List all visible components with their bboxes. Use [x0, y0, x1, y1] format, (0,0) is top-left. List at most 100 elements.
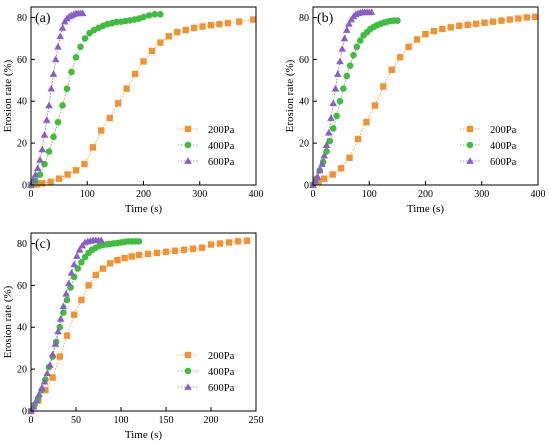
data-point: [140, 58, 147, 65]
data-point: [340, 34, 349, 42]
data-point: [64, 171, 71, 178]
panel-label: (b): [317, 11, 334, 26]
x-tick-label: 100: [114, 415, 129, 426]
data-point: [345, 19, 353, 27]
data-point: [331, 84, 340, 92]
data-point: [135, 251, 143, 259]
data-point: [318, 160, 326, 167]
data-point: [40, 130, 49, 138]
x-axis-label: Time (s): [407, 203, 445, 215]
data-point: [353, 43, 361, 51]
legend-marker: [184, 351, 192, 359]
x-axis-label: Time (s): [125, 429, 163, 441]
data-point: [89, 144, 97, 151]
data-point: [342, 26, 351, 33]
data-point: [31, 170, 40, 178]
data-point: [523, 14, 530, 21]
data-point: [45, 148, 53, 155]
legend-label: 400Pa: [490, 141, 517, 152]
y-tick-label: 80: [17, 239, 27, 250]
data-point: [71, 311, 78, 318]
data-point: [207, 241, 215, 248]
data-point: [92, 271, 99, 279]
data-point: [326, 137, 334, 145]
x-tick-label: 50: [71, 415, 81, 426]
legend-marker: [184, 157, 192, 164]
data-point: [380, 83, 387, 90]
legend-label: 600Pa: [490, 157, 517, 168]
legend-label: 200Pa: [490, 125, 517, 136]
legend: 200Pa 400Pa 600Pa: [178, 125, 235, 168]
legend-label: 400Pa: [208, 367, 235, 378]
data-point: [394, 17, 401, 24]
data-point: [38, 384, 46, 391]
data-point: [340, 85, 347, 92]
y-tick-label: 80: [17, 13, 27, 24]
data-point: [33, 164, 42, 172]
data-point: [47, 84, 56, 92]
data-point: [62, 289, 70, 297]
y-tick-label: 20: [17, 365, 27, 376]
y-tick-label: 0: [304, 181, 309, 192]
data-point: [464, 21, 471, 28]
data-point: [65, 279, 73, 287]
y-axis-label: Erosion rate (%): [284, 59, 296, 132]
legend-marker: [184, 383, 192, 390]
series-600Pa: [27, 236, 105, 414]
data-point: [39, 180, 46, 187]
data-point: [388, 66, 395, 74]
data-point: [157, 39, 164, 46]
legend-marker: [466, 141, 474, 149]
data-point: [78, 9, 87, 17]
y-tick-label: 20: [17, 139, 27, 150]
data-point: [67, 268, 76, 276]
data-point: [354, 135, 362, 143]
data-point: [198, 244, 206, 251]
x-tick-label: 100: [80, 189, 95, 200]
series-line: [30, 13, 161, 186]
data-point: [157, 11, 164, 18]
data-point: [171, 247, 179, 254]
data-point: [363, 118, 370, 126]
data-point: [329, 171, 336, 178]
data-point: [73, 252, 81, 259]
y-axis-label: Erosion rate (%): [2, 59, 14, 132]
legend: 200Pa 400Pa 600Pa: [178, 351, 235, 394]
x-tick-label: 200: [136, 189, 151, 200]
data-point: [249, 16, 257, 23]
data-point: [40, 377, 49, 385]
data-point: [243, 237, 251, 244]
data-point: [315, 178, 322, 186]
data-point: [33, 181, 40, 188]
legend: 200Pa 400Pa 600Pa: [460, 125, 517, 168]
x-tick-label: 0: [29, 189, 34, 200]
series-200Pa: [27, 16, 257, 189]
data-point: [68, 68, 75, 76]
x-tick-label: 400: [249, 189, 264, 200]
data-point: [85, 282, 92, 289]
chart-panel-2: 0 100 200 300 400 0 20 40 60 80 Time (s) Erosion ra…: [284, 6, 546, 215]
data-point: [99, 265, 107, 272]
data-point: [199, 23, 206, 30]
data-point: [98, 127, 105, 134]
data-point: [114, 257, 121, 264]
data-point: [38, 145, 47, 153]
chart-panel-3: 0 50 100 150 200 250 0 20 40 60 80 Time (s) Erosion …: [2, 232, 264, 441]
data-point: [45, 101, 53, 109]
data-point: [148, 47, 156, 55]
data-point: [515, 15, 522, 22]
data-point: [234, 238, 242, 245]
legend-marker: [466, 125, 474, 133]
series-400Pa: [27, 11, 164, 189]
data-point: [48, 350, 57, 358]
data-point: [346, 62, 354, 69]
data-point: [54, 118, 62, 126]
data-point: [224, 19, 232, 27]
data-point: [327, 114, 335, 121]
data-point: [131, 70, 139, 78]
data-point: [70, 260, 78, 268]
data-point: [333, 70, 342, 77]
data-point: [56, 353, 63, 360]
data-point: [322, 141, 331, 149]
data-point: [165, 33, 173, 40]
